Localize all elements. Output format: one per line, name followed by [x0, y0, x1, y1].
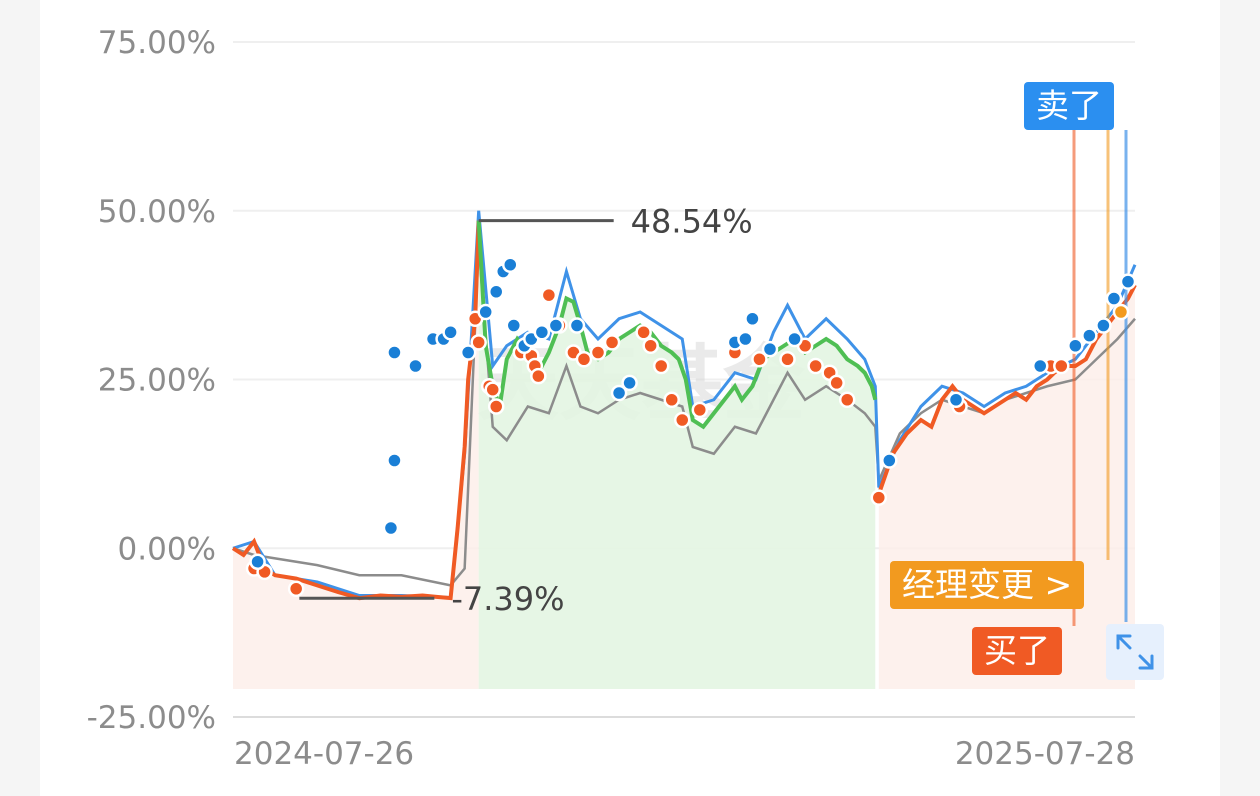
sell-dot	[1095, 317, 1112, 334]
sell-dot	[1081, 327, 1098, 344]
buy-dot	[470, 334, 487, 351]
sell-dot	[547, 317, 565, 334]
buy-dot	[807, 357, 824, 375]
x-tick-label-end: 2025-07-28	[955, 736, 1135, 772]
manager-change-dot	[1112, 303, 1130, 321]
x-tick-label-start: 2024-07-26	[234, 736, 414, 772]
buy-dot	[589, 344, 607, 361]
area-hold	[478, 220, 876, 690]
y-tick-label: 25.00%	[98, 363, 216, 399]
sell-dot	[505, 317, 523, 334]
sell-dot	[1067, 337, 1084, 354]
area-pre	[233, 220, 479, 690]
expand-button[interactable]	[1106, 624, 1164, 680]
buy-dot	[484, 381, 501, 398]
buy-dot	[1053, 357, 1070, 375]
sell-marker-tag[interactable]: 卖了	[1024, 82, 1114, 130]
buy-dot	[691, 401, 709, 419]
sell-dot	[477, 303, 494, 321]
expand-icon	[1116, 634, 1154, 670]
sell-dot	[386, 452, 403, 469]
max-annotation-label: 48.54%	[631, 203, 753, 241]
buy-dot	[287, 580, 305, 597]
trade-dots	[245, 256, 1137, 597]
sell-dot	[386, 344, 403, 361]
buy-dot	[603, 334, 621, 351]
sell-dot	[442, 324, 459, 341]
sell-dot	[487, 283, 505, 300]
area-fill	[233, 220, 1135, 690]
sell-dot	[1119, 273, 1137, 290]
buy-dot	[663, 391, 680, 408]
y-axis-ticks: 75.00% 50.00% 25.00% 0.00% -25.00%	[87, 25, 216, 736]
sell-dot	[533, 324, 551, 341]
buy-dot	[642, 337, 659, 354]
y-tick-label: -25.00%	[87, 700, 216, 736]
sell-dot	[1105, 290, 1123, 307]
buy-dot	[870, 489, 888, 506]
manager-change-button[interactable]: 经理变更 >	[890, 561, 1085, 609]
sell-dot	[1031, 357, 1049, 375]
buy-dot	[635, 324, 652, 341]
sell-dot	[621, 374, 638, 392]
buy-dot	[530, 367, 547, 385]
annotations: 48.54% -7.39%	[299, 203, 753, 618]
sell-dot	[786, 330, 803, 348]
buy-dot	[838, 391, 856, 408]
series-line-main	[231, 220, 481, 601]
buy-dot	[540, 286, 558, 304]
sell-dot	[459, 344, 477, 361]
y-tick-label: 75.00%	[98, 25, 216, 61]
sell-dot	[502, 256, 519, 273]
sell-dot	[382, 519, 400, 537]
sell-dot	[947, 391, 965, 408]
buy-dot	[652, 357, 670, 375]
buy-dot	[828, 374, 845, 392]
buy-dot	[751, 351, 768, 368]
y-tick-label: 0.00%	[118, 531, 216, 567]
sell-dot	[249, 553, 266, 570]
buy-dot	[779, 351, 796, 368]
buy-dot	[575, 351, 593, 368]
buy-dot	[487, 398, 505, 415]
sell-dot	[610, 384, 628, 402]
min-annotation-label: -7.39%	[451, 580, 564, 618]
marker-guides	[1072, 130, 1128, 626]
sell-dot	[881, 452, 898, 469]
buy-marker-tag[interactable]: 买了	[972, 627, 1062, 675]
sell-dot	[761, 340, 779, 358]
sell-dot	[737, 330, 754, 348]
sell-dot	[744, 310, 761, 327]
sell-dot	[568, 317, 586, 334]
buy-dot	[673, 411, 691, 429]
y-tick-label: 50.00%	[98, 194, 216, 230]
sell-dot	[407, 357, 424, 375]
